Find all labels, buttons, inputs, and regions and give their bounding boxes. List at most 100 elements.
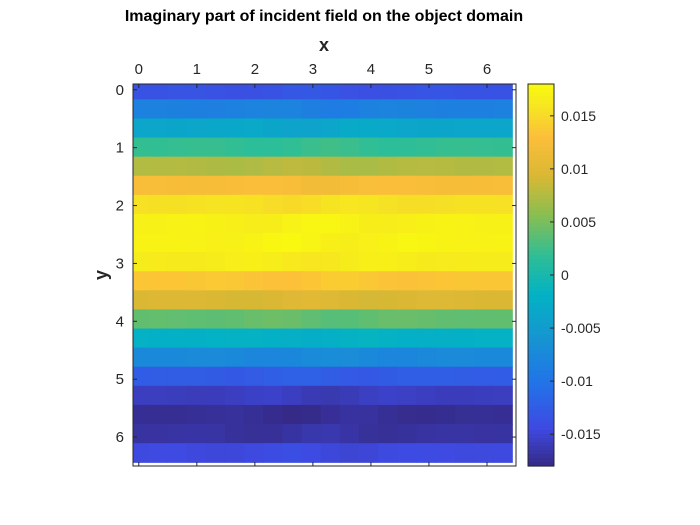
heatmap-cell [263,347,284,368]
heatmap-cell [133,290,149,311]
heatmap-cell [359,309,379,330]
heatmap-cell [244,328,264,349]
heatmap-cell [397,84,418,100]
heatmap-cell [301,137,322,158]
heatmap-cell [301,309,322,330]
heatmap-cell [435,328,456,349]
heatmap-cell [493,443,513,463]
heatmap-cell [244,424,264,444]
colorbar-swatch [528,386,554,391]
heatmap-cell [224,366,245,387]
heatmap-cell [339,443,360,463]
colorbar-swatch [528,179,554,185]
heatmap-cell [224,84,245,100]
colorbar-swatch [528,267,554,272]
colorbar-swatch [528,286,554,292]
heatmap-cell [301,99,322,120]
heatmap-cell [454,175,475,196]
heatmap-cell [224,424,245,444]
x-tick-label: 2 [251,61,259,78]
heatmap-cell [339,213,360,234]
colorbar-swatch [528,434,554,439]
colorbar-swatch [528,426,554,431]
heatmap-cell [301,443,322,463]
colorbar-swatch [528,358,554,364]
heatmap-cell [473,175,494,196]
heatmap-cell [186,443,207,463]
heatmap-cell [473,443,494,463]
heatmap-cell [320,137,341,158]
heatmap-cell [263,385,284,406]
colorbar-swatch [528,346,554,352]
heatmap-cell [224,271,245,291]
x-axis-label: x [319,35,329,55]
heatmap-cell [167,271,188,291]
colorbar-swatch [528,306,554,312]
heatmap-cell [186,118,207,139]
heatmap-cell [148,309,169,330]
heatmap-cell [493,309,513,330]
heatmap-cell [186,194,207,215]
heatmap-cell [263,233,284,253]
heatmap-cell [454,252,475,272]
colorbar-swatch [528,215,554,220]
heatmap-cell [301,252,322,272]
heatmap-cell [378,271,398,291]
heatmap-cell [339,271,360,291]
heatmap-cell [133,309,149,330]
heatmap-cell [416,424,437,444]
heatmap-cell [397,137,418,158]
heatmap-cell [133,175,149,196]
colorbar-tick-label: -0.01 [561,373,593,389]
heatmap-cell [359,271,379,291]
heatmap-cell [167,194,188,215]
colorbar [528,84,554,467]
heatmap-cell [435,404,456,425]
heatmap-cell [186,290,207,311]
heatmap-cell [416,213,437,234]
heatmap-cell [167,156,188,177]
heatmap-cell [435,443,456,463]
heatmap-cell [435,233,456,253]
heatmap-cell [435,137,456,158]
heatmap-cell [473,347,494,368]
heatmap-cell [282,194,303,215]
x-axis: 0 1 2 3 4 5 6 [135,61,491,466]
heatmap-cell [320,175,341,196]
heatmap-cell [339,84,360,100]
heatmap-cell [378,252,398,272]
heatmap-cell [454,213,475,234]
heatmap-cell [454,290,475,311]
colorbar-swatch [528,131,554,137]
heatmap-cell [205,118,226,139]
heatmap-cell [454,84,475,100]
heatmap-cell [473,233,494,253]
heatmap-cell [205,309,226,330]
heatmap-cell [493,347,513,368]
heatmap-cell [378,118,398,139]
heatmap-cell [282,233,303,253]
x-tick-label: 5 [425,61,433,78]
heatmap-cell [244,347,264,368]
heatmap-cell [186,404,207,425]
heatmap-cell [205,99,226,120]
colorbar-swatch [528,199,554,204]
heatmap-cell [397,175,418,196]
heatmap-cell [244,99,264,120]
heatmap-cell [205,443,226,463]
heatmap-cell [167,309,188,330]
heatmap-cell [435,194,456,215]
heatmap-cell [263,252,284,272]
heatmap-cell [378,156,398,177]
heatmap-cell [435,347,456,368]
colorbar-swatch [528,370,554,376]
heatmap-cell [359,385,379,406]
heatmap-cell [378,233,398,253]
heatmap-cell [133,194,149,215]
heatmap-cell [224,309,245,330]
heatmap-cell [186,424,207,444]
heatmap-cell [454,404,475,425]
heatmap-cell [244,290,264,311]
colorbar-swatch [528,362,554,368]
colorbar-swatch [528,251,554,256]
